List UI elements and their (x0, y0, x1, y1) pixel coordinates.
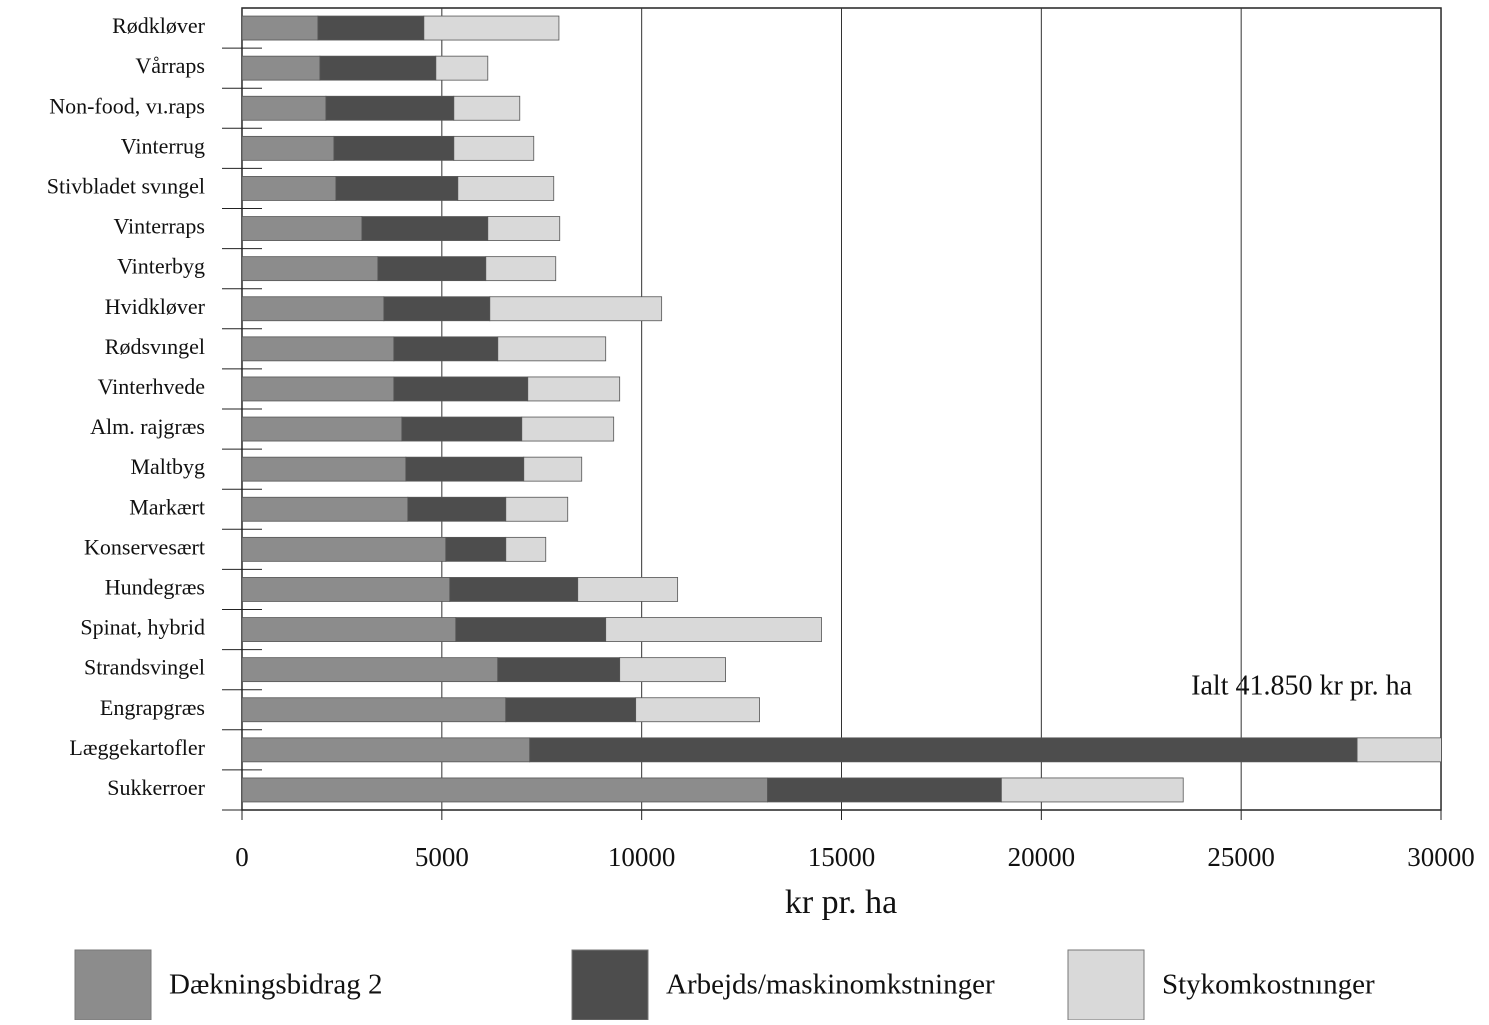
bar-segment (435, 55, 489, 81)
bar-segment (619, 657, 726, 683)
bar-segment (242, 577, 451, 602)
bar-segment (635, 697, 760, 723)
bar-segment (453, 135, 535, 161)
bar-segment (242, 617, 457, 642)
bar-segment (377, 256, 487, 282)
bar-segment (393, 336, 499, 362)
y-tick-label: Læggekartofler (69, 735, 205, 760)
bar-segment (505, 536, 547, 562)
y-tick-label: Non-food, vı.raps (49, 93, 205, 118)
bar-segment (497, 657, 621, 683)
bar-segment (319, 55, 437, 81)
bar-segment (455, 617, 607, 642)
bar-segment (317, 15, 425, 41)
bar-segment (242, 697, 507, 723)
y-tick-label: Rødkløver (112, 13, 206, 38)
bar-segment (242, 456, 407, 482)
bar-segment (242, 55, 321, 81)
y-tick-label: Markært (129, 494, 205, 519)
y-tick-label: Maltbyg (130, 454, 205, 479)
bar-segment (497, 336, 607, 362)
bar-segment (393, 376, 529, 402)
y-tick-label: Alm. rajgræs (90, 414, 205, 439)
y-tick-label: Hvidkløver (105, 294, 206, 319)
x-axis-label: kr pr. ha (785, 884, 897, 921)
bar-segment (242, 496, 409, 522)
bar-segment (423, 15, 560, 41)
bar-segment (405, 456, 525, 482)
bar-segment (242, 376, 395, 402)
y-tick-label: Sukkerroer (107, 775, 205, 800)
legend-swatch (1067, 949, 1145, 1021)
bar-segment (401, 416, 523, 442)
bar-segment (1000, 777, 1184, 803)
bar-segment (449, 577, 579, 602)
y-tick-label: Vinterraps (113, 214, 205, 239)
y-tick-label: Engrapgræs (100, 695, 205, 720)
y-tick-label: Strandsvingel (84, 655, 205, 680)
x-tick-label: 10000 (608, 842, 676, 872)
bar-segment (407, 496, 507, 522)
x-tick-label: 25000 (1207, 842, 1275, 872)
bar-segment (767, 777, 1002, 803)
annotation: Ialt 41.850 kr pr. ha (1191, 670, 1412, 701)
x-tick-label: 20000 (1008, 842, 1076, 872)
bar-segment (242, 216, 363, 241)
bar-segment (485, 256, 557, 282)
y-tick-label: Hundegræs (105, 574, 205, 599)
bar-segment (242, 256, 379, 282)
plot-area (242, 8, 1441, 810)
y-tick-label: Vårraps (135, 53, 205, 78)
bar-segment (505, 496, 569, 522)
bar-segment (529, 737, 1358, 763)
y-tick-label: Vinterrug (121, 133, 205, 158)
legend-label: Stykomkostnınger (1162, 969, 1375, 1001)
legend-label: Arbejds/maskinomkstninger (666, 969, 995, 1001)
bar-segment (333, 135, 455, 161)
bar-segment (457, 176, 555, 201)
bar-segment (335, 176, 459, 201)
bar-segment (453, 95, 521, 121)
bar-segment (242, 296, 385, 322)
bar-segment (361, 216, 489, 241)
legend-swatch (74, 949, 152, 1021)
bar-segment (605, 617, 822, 642)
x-tick-label: 15000 (808, 842, 876, 872)
y-tick-label: Rødsvıngel (105, 334, 205, 359)
legend-swatch (571, 949, 649, 1021)
bar-segment (242, 336, 395, 362)
y-tick-label: Stivbladet svıngel (47, 173, 205, 198)
bar-segment (577, 577, 679, 602)
bar-segment (242, 737, 531, 763)
y-tick-label: Konservesært (84, 534, 205, 559)
legend-label: Dækningsbidrag 2 (169, 969, 382, 1001)
bar-segment (445, 536, 507, 562)
x-tick-label: 30000 (1407, 842, 1475, 872)
x-tick-label: 0 (235, 842, 249, 872)
y-tick-label: Vinterhvede (98, 374, 205, 399)
bar-segment (521, 416, 615, 442)
bar-segment (242, 536, 447, 562)
bar-segment (383, 296, 491, 322)
bar-segment (527, 376, 621, 402)
y-tick-label: Spinat, hybrid (80, 615, 205, 640)
bar-segment (242, 176, 337, 201)
bar-segment (242, 657, 499, 683)
bar-segment (242, 416, 403, 442)
bar-segment (325, 95, 455, 121)
bar-segment (505, 697, 637, 723)
bar-segment (1356, 737, 1441, 763)
bar-segment (242, 777, 768, 803)
x-tick-label: 5000 (415, 842, 469, 872)
bar-segment (523, 456, 583, 482)
bar-segment (242, 95, 327, 121)
bar-segment (242, 135, 335, 161)
bar-segment (487, 216, 561, 241)
y-tick-label: Vinterbyg (117, 254, 205, 279)
bar-segment (489, 296, 663, 322)
bar-segment (242, 15, 319, 41)
